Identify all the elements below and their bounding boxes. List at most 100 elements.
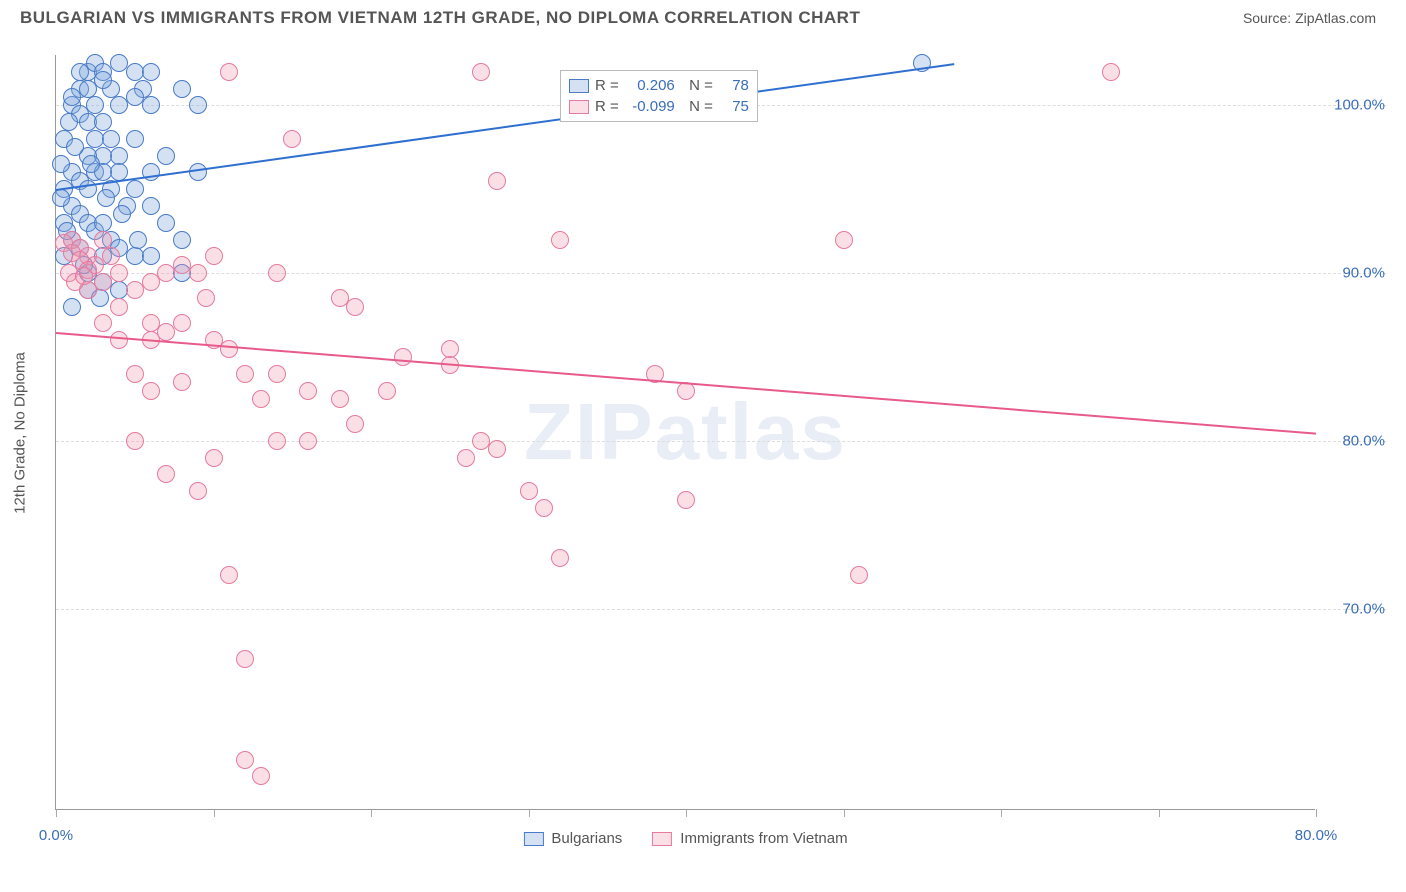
y-tick-label: 70.0%	[1325, 600, 1385, 617]
scatter-point	[142, 247, 160, 265]
scatter-point	[110, 298, 128, 316]
grid-line	[56, 441, 1386, 442]
x-tick-label: 80.0%	[1295, 827, 1338, 844]
scatter-point	[236, 650, 254, 668]
bottom-legend: Bulgarians Immigrants from Vietnam	[523, 830, 847, 847]
chart-header: BULGARIAN VS IMMIGRANTS FROM VIETNAM 12T…	[0, 0, 1406, 32]
x-tick	[1159, 809, 1160, 817]
scatter-point	[268, 264, 286, 282]
scatter-point	[71, 63, 89, 81]
x-tick	[686, 809, 687, 817]
scatter-point	[299, 382, 317, 400]
scatter-point	[126, 180, 144, 198]
bottom-legend-item: Bulgarians	[523, 830, 622, 847]
stat-n-value: 75	[719, 98, 749, 115]
legend-swatch	[652, 832, 672, 846]
scatter-point	[197, 289, 215, 307]
scatter-point	[488, 172, 506, 190]
scatter-point	[110, 331, 128, 349]
scatter-point	[189, 264, 207, 282]
scatter-point	[520, 482, 538, 500]
scatter-point	[835, 231, 853, 249]
watermark-text: ZIPatlas	[524, 386, 847, 478]
x-tick	[1316, 809, 1317, 817]
legend-label: Bulgarians	[551, 830, 622, 847]
scatter-point	[252, 390, 270, 408]
scatter-point	[82, 155, 100, 173]
scatter-point	[472, 63, 490, 81]
scatter-point	[283, 130, 301, 148]
scatter-point	[129, 231, 147, 249]
chart-title: BULGARIAN VS IMMIGRANTS FROM VIETNAM 12T…	[20, 8, 860, 28]
scatter-point	[346, 415, 364, 433]
source-value: ZipAtlas.com	[1295, 10, 1376, 26]
legend-stats-row: R =-0.099 N =75	[569, 96, 749, 117]
plot-area: ZIPatlas 70.0%80.0%90.0%100.0%0.0%80.0%R…	[55, 55, 1315, 810]
scatter-point	[126, 130, 144, 148]
scatter-point	[102, 130, 120, 148]
stat-n-value: 78	[719, 77, 749, 94]
x-tick	[529, 809, 530, 817]
x-tick	[371, 809, 372, 817]
legend-stats-box: R = 0.206 N = 78 R =-0.099 N =75	[560, 70, 758, 122]
scatter-point	[86, 96, 104, 114]
x-tick	[56, 809, 57, 817]
scatter-point	[94, 214, 112, 232]
scatter-point	[110, 264, 128, 282]
scatter-point	[252, 767, 270, 785]
scatter-point	[79, 80, 97, 98]
scatter-point	[157, 147, 175, 165]
scatter-point	[299, 432, 317, 450]
scatter-point	[142, 382, 160, 400]
scatter-point	[173, 80, 191, 98]
scatter-point	[110, 147, 128, 165]
scatter-point	[535, 499, 553, 517]
source-label: Source:	[1243, 10, 1291, 26]
scatter-point	[60, 113, 78, 131]
legend-swatch	[523, 832, 543, 846]
scatter-point	[236, 751, 254, 769]
scatter-point	[94, 71, 112, 89]
scatter-point	[551, 231, 569, 249]
scatter-point	[441, 340, 459, 358]
legend-swatch	[569, 100, 589, 114]
y-axis-label: 12th Grade, No Diploma	[12, 352, 29, 514]
scatter-point	[1102, 63, 1120, 81]
scatter-point	[346, 298, 364, 316]
scatter-point	[63, 298, 81, 316]
scatter-point	[173, 231, 191, 249]
x-tick	[214, 809, 215, 817]
scatter-point	[126, 365, 144, 383]
scatter-point	[94, 231, 112, 249]
x-tick-label: 0.0%	[39, 827, 73, 844]
y-tick-label: 100.0%	[1325, 97, 1385, 114]
scatter-point	[142, 163, 160, 181]
trend-line	[56, 63, 954, 191]
grid-line	[56, 273, 1386, 274]
scatter-point	[205, 449, 223, 467]
scatter-point	[677, 491, 695, 509]
scatter-point	[113, 205, 131, 223]
stat-r-value: 0.206	[625, 77, 675, 94]
scatter-point	[94, 314, 112, 332]
y-tick-label: 80.0%	[1325, 432, 1385, 449]
scatter-point	[850, 566, 868, 584]
scatter-point	[142, 63, 160, 81]
scatter-point	[268, 365, 286, 383]
stat-n-label: N =	[681, 77, 713, 94]
legend-label: Immigrants from Vietnam	[680, 830, 847, 847]
scatter-point	[189, 163, 207, 181]
stat-r-label: R =	[595, 98, 619, 115]
scatter-point	[220, 340, 238, 358]
scatter-point	[52, 189, 70, 207]
scatter-point	[331, 390, 349, 408]
y-tick-label: 90.0%	[1325, 265, 1385, 282]
scatter-point	[205, 247, 223, 265]
scatter-point	[94, 113, 112, 131]
scatter-point	[236, 365, 254, 383]
scatter-point	[142, 96, 160, 114]
scatter-point	[97, 189, 115, 207]
scatter-point	[157, 214, 175, 232]
scatter-point	[173, 373, 191, 391]
scatter-point	[157, 465, 175, 483]
